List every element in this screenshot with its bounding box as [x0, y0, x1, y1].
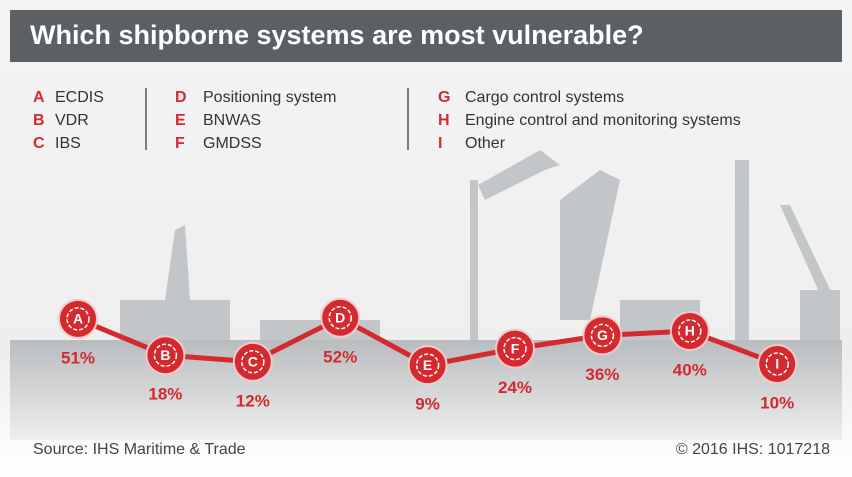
legend-letter: F — [175, 135, 185, 152]
legend-letter: B — [33, 112, 45, 129]
legend-label: Cargo control systems — [465, 89, 624, 106]
point-letter: I — [775, 356, 779, 372]
legend-label: Positioning system — [203, 89, 336, 106]
legend-label: ECDIS — [55, 89, 104, 106]
value-label: 9% — [415, 395, 440, 414]
value-label: 52% — [323, 347, 357, 366]
value-label: 36% — [585, 365, 619, 384]
legend-letter: E — [175, 112, 186, 129]
legend-label: Engine control and monitoring systems — [465, 112, 741, 129]
point-letter: C — [248, 354, 258, 370]
legend-letter: G — [438, 89, 450, 106]
copyright: © 2016 IHS: 1017218 — [676, 441, 830, 458]
value-label: 18% — [148, 385, 182, 404]
point-letter: D — [335, 310, 345, 326]
legend-letter: I — [438, 135, 442, 152]
point-letter: E — [423, 357, 432, 373]
point-letter: H — [685, 323, 695, 339]
point-letter: G — [597, 327, 608, 343]
legend-label: Other — [465, 135, 506, 152]
legend-label: BNWAS — [203, 112, 261, 129]
legend-label: VDR — [55, 112, 89, 129]
legend-letter: H — [438, 112, 450, 129]
legend-letter: D — [175, 89, 187, 106]
point-letter: A — [73, 311, 83, 327]
legend-label: GMDSS — [203, 135, 262, 152]
legend-label: IBS — [55, 135, 81, 152]
value-label: 40% — [673, 360, 707, 379]
point-letter: B — [160, 347, 170, 363]
legend-letter: C — [33, 135, 45, 152]
value-label: 51% — [61, 348, 95, 367]
point-letter: F — [511, 340, 520, 356]
value-label: 24% — [498, 378, 532, 397]
value-label: 10% — [760, 393, 794, 412]
source: Source: IHS Maritime & Trade — [33, 441, 246, 458]
legend-letter: A — [33, 89, 45, 106]
chart-title: Which shipborne systems are most vulnera… — [30, 20, 644, 50]
infographic: Which shipborne systems are most vulnera… — [0, 0, 852, 477]
value-label: 12% — [236, 391, 270, 410]
